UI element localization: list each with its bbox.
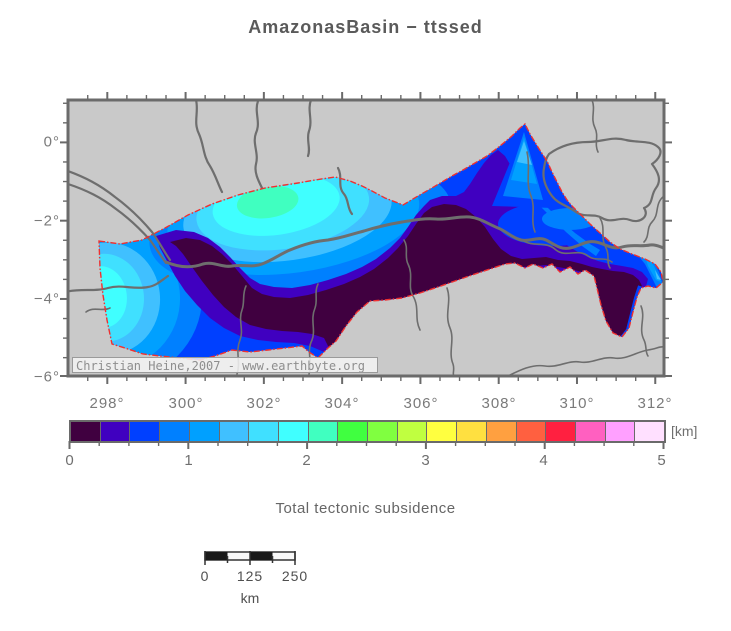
x-axis-label: 298° (89, 395, 125, 412)
x-axis-label: 310° (559, 395, 595, 412)
colorbar-segment (635, 422, 665, 441)
colorbar-segment (397, 422, 428, 441)
colorbar-segment (427, 422, 458, 441)
colorbar-segment (130, 422, 161, 441)
map-frame (66, 98, 666, 378)
colorbar-segment (308, 422, 339, 441)
figure-caption: Total tectonic subsidence (275, 500, 456, 517)
colorbar-segment (368, 422, 398, 441)
colorbar-segment (160, 422, 190, 441)
colorbar-tick-label: 4 (539, 452, 549, 469)
scalebar-label: 250 (281, 568, 309, 584)
colorbar-segment (338, 422, 369, 441)
colorbar-tick-label: 5 (657, 452, 667, 469)
colorbar-segment (219, 422, 250, 441)
x-axis-label: 300° (168, 395, 204, 412)
y-axis-label: 0° (43, 133, 60, 151)
colorbar-segment (546, 422, 576, 441)
colorbar-tick-label: 1 (184, 452, 194, 469)
x-axis-label: 308° (481, 395, 517, 412)
y-axis-label: −2° (33, 212, 60, 230)
x-axis-label: 312° (637, 395, 673, 412)
axis-ticks (60, 92, 672, 384)
page-title: AmazonasBasin − ttssed (248, 17, 483, 37)
colorbar-unit: [km] (671, 423, 698, 439)
x-axis-label: 302° (246, 395, 282, 412)
distance-scalebar (204, 551, 296, 565)
colorbar-tick-label: 0 (65, 452, 75, 469)
colorbar-segment (605, 422, 636, 441)
colorbar (69, 420, 666, 443)
basin-outline (98, 122, 664, 361)
colorbar-segment (189, 422, 220, 441)
scalebar-label: 125 (236, 568, 264, 584)
colorbar-tick-label: 2 (302, 452, 312, 469)
scalebar-label: 0 (200, 568, 210, 584)
y-axis-label: −4° (33, 290, 60, 308)
x-axis-label: 306° (403, 395, 439, 412)
scalebar-unit: km (240, 590, 260, 606)
colorbar-segment (278, 422, 309, 441)
colorbar-segment (457, 422, 487, 441)
x-axis-label: 304° (324, 395, 360, 412)
north-spike (492, 126, 553, 208)
colorbar-segment (100, 422, 131, 441)
colorbar-segment (516, 422, 547, 441)
colorbar-segment (486, 422, 517, 441)
colorbar-segment (71, 422, 101, 441)
y-axis-label: −6° (33, 368, 60, 386)
colorbar-tick-label: 3 (421, 452, 431, 469)
colorbar-segment (249, 422, 279, 441)
colorbar-segment (575, 422, 606, 441)
zone-dark-core (170, 204, 642, 351)
rivers (68, 100, 664, 376)
watermark: Christian Heine,2007 - www.earthbyte.org (72, 357, 378, 373)
